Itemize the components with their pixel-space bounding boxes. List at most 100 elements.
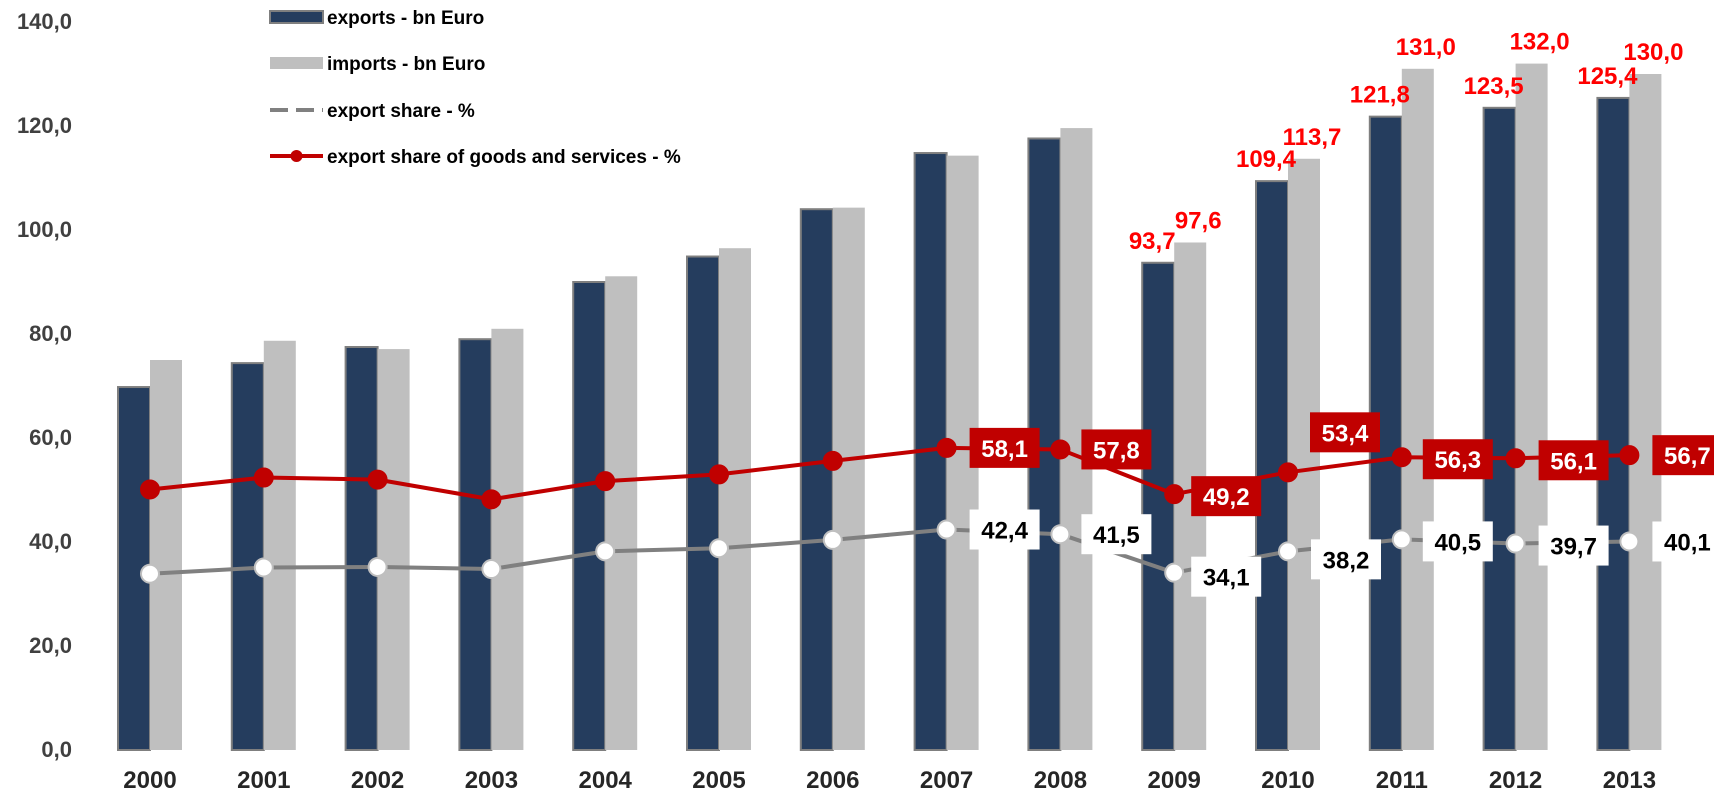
export-share-goods-services-marker [1619,445,1640,466]
bar-imports [605,276,638,750]
bar-exports [1482,106,1517,752]
export-share-marker [1391,529,1412,550]
export-share-value-label: 38,2 [1323,547,1370,574]
x-tick-label: 2001 [237,767,290,793]
bar-imports [1288,158,1320,750]
y-tick-label: 0,0 [41,737,72,762]
export-share-goods-services-line [149,445,1630,502]
export-share-goods-services-marker [1391,447,1412,468]
bar-imports [1401,68,1434,751]
bar-series [117,63,1662,752]
export-share-marker [822,529,843,550]
export-share-goods-services-marker [253,467,274,488]
export-share-goods-services-value-label: 53,4 [1322,420,1369,447]
export-share-goods-services-label-box [1310,412,1380,453]
imports-value-label: 130,0 [1623,39,1683,66]
export-share-goods-services-value-label: 56,1 [1550,448,1597,475]
legend: exports - bn Euro imports - bn Euro export… [269,8,681,168]
export-share-label-box [1081,514,1152,555]
export-share-marker [140,563,160,584]
exports-value-label: 93,7 [1129,228,1176,255]
export-share-marker [936,519,957,540]
bar-exports [344,346,379,751]
bar-exports [572,281,607,751]
export-share-goods-services-marker [595,471,616,492]
export-share-goods-services-marker [481,489,502,510]
export-share-value-label: 40,5 [1434,529,1481,556]
x-tick-label: 2012 [1489,767,1542,793]
export-share-marker [1050,524,1071,545]
legend-export-share-goods-services-label: export share of goods and services - % [327,147,681,168]
export-share-goods-services-label-box [1538,440,1609,481]
imports-value-label: 131,0 [1396,34,1456,61]
export-share-goods-services-marker [140,479,160,500]
legend-exports-label: exports - bn Euro [327,8,484,29]
export-share-value-label: 42,4 [981,518,1028,545]
export-share-value-label: 34,1 [1203,565,1250,592]
imports-value-label: 132,0 [1510,29,1570,56]
export-share-label-box [1311,539,1381,580]
bar-imports [150,360,182,750]
bar-exports [1596,96,1631,752]
y-tick-label: 40,0 [29,529,72,554]
export-share-goods-services-marker [367,469,388,490]
export-share-value-label: 40,1 [1664,529,1711,556]
line-series [140,437,1640,584]
legend-exports-swatch [269,10,324,24]
x-tick-label: 2013 [1603,767,1656,793]
export-share-goods-services-marker [1505,448,1526,469]
x-axis: 2000 2001 2002 2003 2004 2005 2006 2007 2008 2009… [123,767,1656,793]
x-tick-label: 2007 [920,767,973,793]
export-share-label-box [1652,521,1714,562]
export-share-goods-services-label-box [1191,476,1262,517]
bar-exports [686,255,720,751]
bar-exports [1141,261,1176,751]
export-share-marker [1619,531,1640,552]
export-share-goods-services-value-label: 49,2 [1203,484,1250,511]
exports-value-label: 125,4 [1577,63,1638,90]
imports-value-label: 97,6 [1175,207,1222,234]
export-share-goods-services-marker [709,464,729,485]
exports-value-label: 109,4 [1236,146,1297,173]
x-tick-label: 2004 [579,767,633,793]
export-share-goods-services-marker [1278,462,1298,483]
export-share-marker [1505,533,1526,554]
export-share-goods-services-label-box [1422,439,1493,480]
exports-value-label: 123,5 [1464,73,1524,100]
x-tick-label: 2005 [692,767,745,793]
bar-exports [458,338,493,751]
x-tick-label: 2009 [1148,767,1201,793]
export-share-label-box [1538,525,1609,566]
bar-imports [377,349,410,750]
x-tick-label: 2003 [465,767,518,793]
export-share-goods-services-label-box [1652,435,1714,476]
bar-imports [832,207,865,750]
export-share-label-box [1191,556,1262,597]
export-share-label-box [969,509,1040,550]
bar-value-labels: 93,7 109,4 121,8 123,5 125,4 97,6 113,7 131,0 13… [1129,29,1684,255]
export-share-marker [367,556,388,577]
x-tick-label: 2000 [123,767,176,793]
export-share-goods-services-label-box [969,427,1040,468]
x-tick-label: 2006 [806,767,859,793]
bar-imports [491,328,524,750]
export-share-marker [1278,541,1298,562]
bar-imports [263,340,296,750]
export-share-value-label: 39,7 [1550,534,1597,561]
export-share-goods-services-marker [1164,484,1185,505]
export-share-goods-services-marker [936,437,957,458]
y-tick-label: 120,0 [17,113,72,138]
export-share-marker [1164,562,1185,583]
x-tick-label: 2011 [1376,767,1428,793]
x-tick-label: 2010 [1261,767,1314,793]
y-tick-label: 60,0 [29,425,72,450]
export-share-goods-services-marker [822,450,843,471]
x-tick-label: 2008 [1034,767,1087,793]
x-tick-label: 2002 [351,767,404,793]
export-share-marker [595,541,616,562]
export-share-marker [481,559,502,580]
legend-imports-label: imports - bn Euro [327,54,485,75]
export-share-goods-services-marker [1050,439,1071,460]
bar-imports [1515,63,1548,751]
export-share-marker [709,538,729,559]
